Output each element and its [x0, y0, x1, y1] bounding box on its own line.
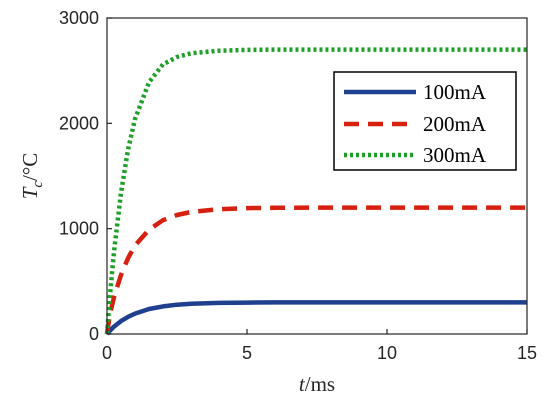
x-axis-label: t/ms: [299, 372, 335, 396]
y-tick-label-2000: 2000: [59, 113, 99, 133]
legend-label-100mA: 100mA: [423, 80, 487, 104]
series-line-100mA: [105, 300, 527, 336]
ticks-layer: 0 5 10 15 0 1000 2000 3000: [59, 8, 537, 363]
series-layer: [104, 47, 527, 336]
x-tick-label-15: 15: [517, 343, 537, 363]
y-axis-subscript: c: [30, 181, 46, 188]
x-tick-label-5: 5: [242, 343, 252, 363]
x-axis-variable: t: [299, 372, 306, 396]
y-tick-label-1000: 1000: [59, 219, 99, 239]
legend: 100mA 200mA 300mA: [333, 71, 517, 171]
series-line-300mA: [104, 47, 527, 335]
y-axis-label: Tc/°C: [18, 153, 46, 200]
y-axis-unit: /°C: [18, 153, 42, 181]
y-tick-label-3000: 3000: [59, 8, 99, 28]
plot-area-frame: [106, 17, 528, 335]
y-tick-label-0: 0: [89, 324, 99, 344]
y-axis-variable: T: [18, 186, 42, 199]
series-line-200mA: [104, 205, 527, 335]
x-tick-label-0: 0: [102, 343, 112, 363]
x-axis-unit: /ms: [305, 372, 335, 396]
x-tick-label-10: 10: [377, 343, 397, 363]
legend-label-300mA: 300mA: [423, 143, 487, 167]
legend-label-200mA: 200mA: [423, 112, 487, 136]
